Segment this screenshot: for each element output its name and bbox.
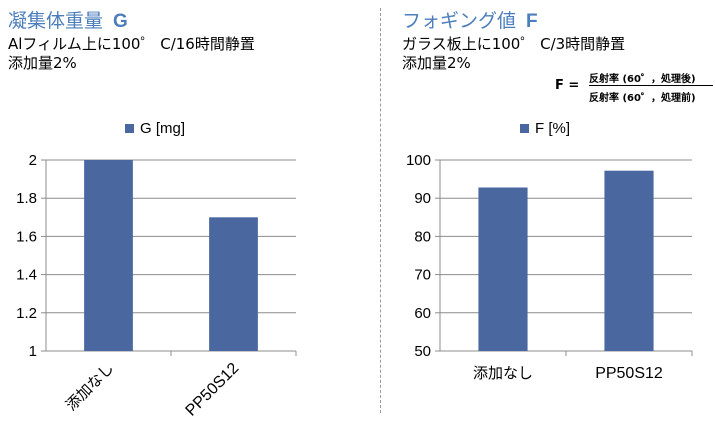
panel-divider [380, 8, 381, 413]
right-desc-line1: ガラス板上に100゜ C/3時間静置 [402, 35, 626, 53]
left-desc-line2: 添加量2% [8, 54, 77, 72]
left-desc-line1: Alフィルム上に100゜ C/16時間静置 [8, 35, 255, 53]
left-title-text: 凝集体重量 [8, 10, 104, 32]
right-title-text: フォギング値 [402, 10, 517, 32]
f-chart-category-label: PP50S12 [595, 365, 663, 382]
g-chart-ytick-label: 1.2 [16, 305, 37, 322]
formula-numerator: 反射率 (60゜，処理後) [589, 74, 696, 85]
f-chart-ytick-label: 80 [414, 228, 431, 245]
f-chart-bar [478, 187, 528, 351]
formula-denominator: 反射率 (60゜，処理前) [589, 93, 696, 104]
f-chart-ytick-label: 60 [414, 305, 431, 322]
g-chart-ytick-label: 1.4 [16, 267, 37, 284]
left-chart-description: Alフィルム上に100゜ C/16時間静置 添加量2% [8, 35, 255, 73]
f-chart-category-label: 添加なし [473, 364, 533, 382]
g-chart-ytick-label: 2 [29, 152, 37, 169]
right-chart-description: ガラス板上に100゜ C/3時間静置 添加量2% [402, 35, 625, 73]
formula-fraction-bar [589, 85, 713, 86]
f-chart-legend-label: F [%] [535, 120, 570, 137]
f-chart-legend-swatch [520, 124, 529, 133]
g-chart-bar [84, 160, 133, 351]
f-chart-ytick-label: 100 [406, 152, 431, 169]
right-title-symbol: F [526, 11, 538, 32]
f-chart-ytick-label: 90 [414, 190, 431, 207]
right-chart-title: フォギング値 F [402, 6, 538, 33]
g-chart-category-label: PP50S12 [183, 360, 243, 420]
g-chart-ytick-label: 1 [29, 343, 37, 360]
f-chart-ytick-label: 70 [414, 267, 431, 284]
f-chart-ytick-label: 50 [414, 343, 431, 360]
g-chart-legend-label: G [mg] [140, 120, 185, 137]
right-desc-line2: 添加量2% [402, 54, 471, 72]
g-chart-category-label: 添加なし [62, 359, 117, 414]
g-chart-bar [209, 217, 258, 351]
formula-lhs: F = [555, 78, 580, 93]
left-chart-title: 凝集体重量 G [8, 6, 128, 33]
g-chart-ytick-label: 1.8 [16, 190, 37, 207]
f-chart-bar [604, 170, 654, 351]
g-chart-legend-swatch [125, 124, 134, 133]
fogging-formula: F = 反射率 (60゜，処理後) 反射率 (60゜，処理前) [555, 70, 713, 104]
g-chart-ytick-label: 1.6 [16, 228, 37, 245]
left-title-symbol: G [113, 11, 128, 32]
